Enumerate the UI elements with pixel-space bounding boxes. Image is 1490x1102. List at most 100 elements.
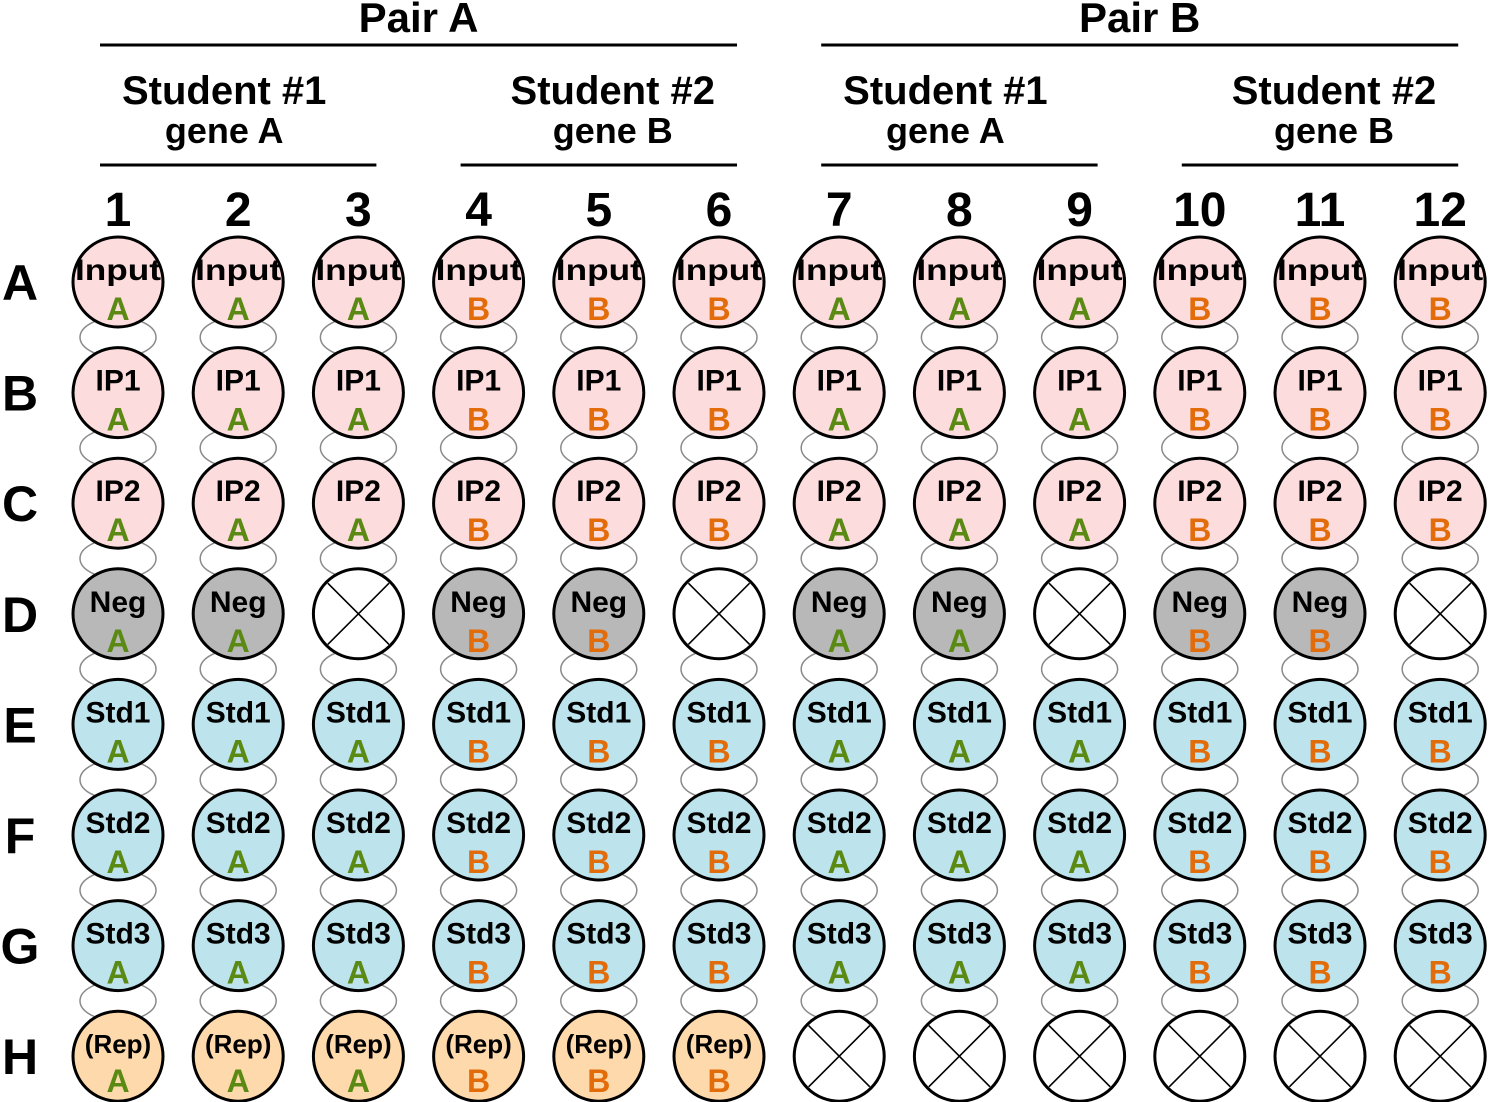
well-gene-label: A — [227, 623, 250, 659]
column-label: 11 — [1295, 184, 1346, 237]
well-label: Input — [315, 254, 401, 287]
well-std — [552, 899, 646, 993]
well-label: Input — [556, 254, 642, 287]
well-ip — [672, 346, 766, 440]
well-label: Input — [1397, 254, 1483, 287]
well-rep — [191, 1009, 285, 1102]
well-gene-label: B — [707, 512, 730, 548]
well-label: Std2 — [446, 807, 511, 840]
well-gene-label: B — [587, 623, 610, 659]
column-label: 12 — [1414, 184, 1467, 237]
cross-mark-icon — [808, 1025, 871, 1088]
well-gene-label: A — [227, 291, 250, 327]
well-gene-label: A — [106, 955, 129, 991]
well-label: Std1 — [1287, 696, 1352, 729]
well-gene-label: A — [347, 512, 370, 548]
well-gene-label: B — [707, 733, 730, 769]
well-label: IP2 — [1418, 475, 1463, 508]
well-label: Std2 — [326, 807, 391, 840]
cross-mark-icon — [928, 1025, 991, 1088]
row-label: A — [2, 255, 38, 311]
well-neg — [912, 567, 1006, 661]
well-label: Std1 — [446, 696, 511, 729]
well-gene-label: B — [707, 291, 730, 327]
well-ip — [71, 456, 165, 550]
column-label: 5 — [585, 184, 612, 237]
student-label: Student #1 — [122, 69, 326, 113]
cross-mark-icon — [687, 582, 751, 645]
well-ip — [792, 346, 886, 440]
well-std — [191, 788, 285, 882]
well-label: (Rep) — [85, 1029, 151, 1059]
row-label: E — [3, 697, 36, 753]
well-gene-label: B — [467, 733, 490, 769]
well-gene-label: A — [106, 623, 129, 659]
well-std — [912, 788, 1006, 882]
well-std — [552, 788, 646, 882]
well-label: IP1 — [336, 365, 381, 398]
well-gene-label: B — [707, 955, 730, 991]
well-label: Std3 — [1167, 918, 1232, 951]
well-gene-label: A — [948, 733, 971, 769]
well-label: Input — [1157, 254, 1243, 287]
well-gene-label: A — [227, 512, 250, 548]
well-ip — [912, 456, 1006, 550]
well-gene-label: A — [1068, 291, 1091, 327]
well-gene-label: B — [1308, 512, 1331, 548]
well-label: IP1 — [1177, 365, 1222, 398]
well-label: IP2 — [576, 475, 621, 508]
well-std — [71, 677, 165, 771]
well-std — [792, 788, 886, 882]
well-rep — [552, 1009, 646, 1102]
well-label: Input — [75, 254, 161, 287]
well-std — [1153, 677, 1247, 771]
well-rep — [672, 1009, 766, 1102]
column-label: 9 — [1066, 184, 1093, 237]
student-gene-label: gene B — [553, 110, 673, 151]
cross-mark-icon — [327, 582, 390, 645]
well-ip — [71, 346, 165, 440]
well-label: IP2 — [937, 475, 982, 508]
student-gene-label: gene A — [886, 110, 1005, 151]
well-gene-label: B — [707, 402, 730, 438]
column-label: 8 — [946, 184, 973, 237]
row-label: H — [2, 1029, 38, 1085]
well-label: (Rep) — [205, 1029, 271, 1059]
well-label: Neg — [450, 586, 507, 619]
well-label: Std2 — [927, 807, 992, 840]
well-gene-label: B — [1429, 512, 1452, 548]
well-input — [191, 235, 285, 329]
well-gene-label: A — [828, 291, 851, 327]
well-std — [71, 788, 165, 882]
wells: Input A Input A Input A Input B Input B Input B Inpu… — [71, 235, 1487, 1102]
well-gene-label: B — [467, 512, 490, 548]
well-std — [432, 677, 526, 771]
well-gene-label: B — [1429, 955, 1452, 991]
well-label: IP1 — [1297, 365, 1342, 398]
well-gene-label: B — [1308, 291, 1331, 327]
well-gene-label: A — [347, 1063, 370, 1099]
well-gene-label: A — [828, 733, 851, 769]
well-gene-label: B — [587, 1063, 610, 1099]
well-gene-label: A — [828, 955, 851, 991]
well-ip — [1393, 346, 1487, 440]
row-label: C — [2, 476, 38, 532]
well-gene-label: B — [1308, 955, 1331, 991]
well-std — [1033, 899, 1127, 993]
well-gene-label: B — [467, 402, 490, 438]
well-std — [191, 677, 285, 771]
well-gene-label: A — [1068, 955, 1091, 991]
well-gene-label: B — [1308, 844, 1331, 880]
well-gene-label: B — [1188, 623, 1211, 659]
well-gene-label: B — [587, 512, 610, 548]
well-gene-label: B — [467, 623, 490, 659]
well-ip — [1273, 456, 1367, 550]
well-gene-label: A — [347, 402, 370, 438]
well-std — [432, 788, 526, 882]
well-label: Std1 — [686, 696, 751, 729]
well-label: Std1 — [807, 696, 872, 729]
well-label: Std1 — [326, 696, 391, 729]
well-label: Std3 — [927, 918, 992, 951]
well-ip — [792, 456, 886, 550]
